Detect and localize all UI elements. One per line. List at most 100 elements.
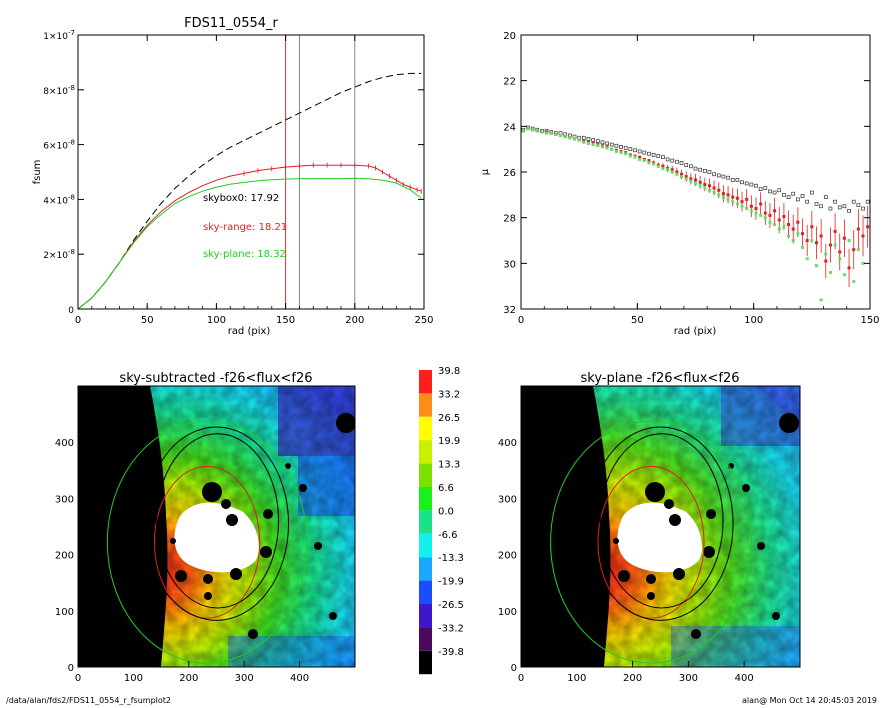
data-point-0	[754, 183, 758, 188]
data-point-1	[712, 186, 716, 190]
y-tick-label: 400	[55, 438, 74, 449]
data-point-1	[703, 183, 707, 187]
data-point-0	[628, 147, 633, 152]
colorbar-label: 19.9	[438, 436, 460, 447]
data-point-1	[670, 168, 674, 172]
colorbar-label: 0.0	[438, 506, 454, 517]
data-point-2	[591, 143, 595, 147]
data-point-1	[852, 248, 856, 252]
annotation-skybox0: skybox0: 17.92	[203, 193, 279, 204]
data-point-0	[865, 199, 870, 204]
y-tick-label: 26	[503, 168, 516, 179]
data-point-2	[819, 298, 823, 302]
x-tick-label: 150	[276, 315, 295, 326]
colorbar-label: -26.5	[438, 600, 464, 611]
data-point-2	[856, 248, 860, 252]
data-point-0	[633, 148, 637, 153]
colorbar-swatch	[419, 650, 432, 675]
data-point-1	[814, 241, 818, 245]
x-axis-label: rad (pix)	[228, 326, 271, 337]
x-tick-label: 400	[735, 673, 754, 684]
data-point-2	[703, 186, 707, 190]
x-tick-label: 50	[631, 315, 644, 326]
y-tick-label: 6×10-8	[43, 139, 75, 152]
data-point-0	[716, 173, 721, 178]
data-point-2	[596, 144, 600, 148]
colorbar-label: 13.3	[438, 460, 460, 471]
footer-timestamp: alan@ Mon Oct 14 20:45:03 2019	[742, 696, 877, 705]
data-point-2	[749, 209, 753, 213]
data-point-2	[624, 152, 628, 156]
data-point-2	[559, 133, 563, 137]
data-point-0	[782, 192, 786, 197]
data-point-2	[828, 270, 832, 274]
y-tick-label: 20	[503, 31, 516, 42]
data-point-1	[759, 202, 763, 206]
data-point-0	[847, 208, 851, 213]
data-point-2	[801, 245, 805, 249]
y-tick-label: 4×10-8	[43, 193, 75, 206]
data-point-0	[758, 187, 763, 191]
data-point-0	[661, 155, 665, 160]
sky-subtracted-image: sky-subtracted -f26<flux<f26	[55, 371, 356, 684]
data-point-0	[698, 167, 703, 172]
y-axis-label: fsum	[32, 160, 43, 185]
colorbar-swatch	[419, 533, 432, 558]
data-point-2	[810, 239, 814, 242]
annotation-sky-range: sky-range: 18.21	[203, 222, 287, 233]
data-point-2	[647, 161, 651, 165]
y-tick-label: 400	[498, 438, 517, 449]
y-tick-label: 24	[503, 122, 516, 133]
colorbar: 39.8 33.2 26.5 19.9 13.3 6.6 0.0 -6.6 -13.3 -19.9…	[419, 366, 464, 675]
data-point-2	[768, 220, 772, 224]
x-tick-label: 0	[75, 673, 81, 684]
data-point-0	[777, 188, 782, 193]
data-point-2	[661, 167, 665, 171]
x-tick-label: 0	[75, 315, 81, 326]
y-axis-label: μ	[480, 168, 491, 175]
data-point-2	[582, 140, 586, 144]
y-tick-label: 0	[68, 663, 74, 674]
data-point-1	[661, 164, 665, 168]
data-point-0	[809, 190, 814, 195]
aperture-ellipse	[599, 433, 724, 609]
plot-frame	[77, 34, 425, 310]
aperture-ellipse	[153, 465, 261, 619]
x-tick-label: 0	[518, 315, 524, 326]
data-point-2	[824, 252, 828, 256]
data-point-0	[688, 164, 693, 169]
data-point-2	[526, 127, 530, 131]
data-point-0	[651, 153, 656, 157]
x-tick-label: 100	[207, 315, 226, 326]
data-point-2	[535, 129, 539, 133]
data-point-2	[838, 257, 842, 261]
data-point-2	[605, 146, 609, 150]
data-point-1	[717, 188, 721, 192]
data-point-2	[787, 234, 791, 238]
mu-chart: 0 50 100 150 20 22 24 26 28 30 32 rad (pix) μ	[480, 31, 880, 337]
data-point-0	[721, 174, 726, 179]
data-point-1	[647, 159, 651, 163]
sky-plane-image: sky-plane -f26<flux<f26	[498, 371, 801, 684]
data-point-0	[814, 202, 819, 206]
plot-frame	[520, 34, 871, 310]
data-point-2	[586, 141, 590, 145]
x-tick-label: 200	[179, 673, 198, 684]
data-point-2	[694, 181, 697, 185]
x-tick-label: 250	[414, 315, 433, 326]
data-point-1	[856, 227, 860, 231]
colorbar-label: -6.6	[438, 530, 458, 541]
data-point-1	[847, 266, 851, 270]
data-point-2	[791, 239, 795, 242]
aperture-ellipse	[143, 426, 290, 621]
colorbar-swatch	[419, 580, 432, 604]
colorbar-swatch	[419, 440, 432, 464]
series-line-1	[77, 164, 422, 310]
data-point-0	[679, 161, 684, 165]
data-point-0	[642, 150, 647, 155]
data-point-1	[749, 204, 753, 208]
data-point-1	[819, 234, 823, 238]
data-point-0	[605, 141, 609, 146]
data-point-0	[842, 204, 847, 209]
data-point-2	[726, 197, 730, 201]
